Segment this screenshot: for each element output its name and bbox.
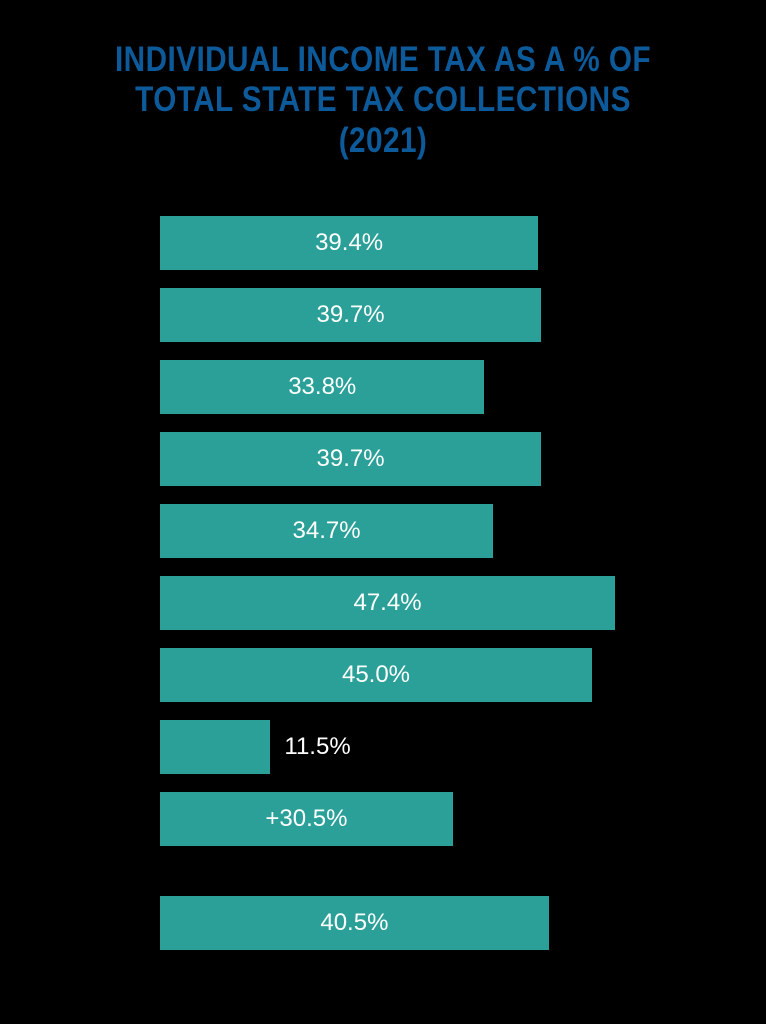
bar-row: 39.7% — [160, 288, 640, 342]
bars-area: 39.4% 39.7% 33.8% 39.7% 34.7% 47.4% 45.0% 11.5%… — [160, 216, 640, 950]
bar: 33.8% — [160, 360, 484, 414]
bar-label: 45.0% — [160, 661, 592, 689]
bar-label: 47.4% — [160, 589, 615, 617]
chart-title: INDIVIDUAL INCOME TAX AS A % OF TOTAL ST… — [108, 40, 657, 161]
bar-row: 39.7% — [160, 432, 640, 486]
bar-row: 45.0% — [160, 648, 640, 702]
bar: 47.4% — [160, 576, 615, 630]
bar-chart: INDIVIDUAL INCOME TAX AS A % OF TOTAL ST… — [60, 40, 706, 968]
bar-label: 39.4% — [160, 229, 538, 257]
bar: 11.5% — [160, 720, 270, 774]
bar-label: +30.5% — [160, 805, 453, 833]
bar-row: 39.4% — [160, 216, 640, 270]
bar: 39.7% — [160, 432, 541, 486]
bar-row: +30.5% — [160, 792, 640, 846]
bar-label: 39.7% — [160, 445, 541, 473]
bar-row: 40.5% — [160, 896, 640, 950]
bar: 45.0% — [160, 648, 592, 702]
bar: 34.7% — [160, 504, 493, 558]
bar: +30.5% — [160, 792, 453, 846]
bar-label: 40.5% — [160, 909, 549, 937]
bar-label: 34.7% — [160, 517, 493, 545]
bar: 39.7% — [160, 288, 541, 342]
bar-row: 11.5% — [160, 720, 640, 774]
bar-label: 11.5% — [284, 733, 350, 761]
bar-label: 39.7% — [160, 301, 541, 329]
bar-row: 47.4% — [160, 576, 640, 630]
bar-label: 33.8% — [160, 373, 484, 401]
bar: 39.4% — [160, 216, 538, 270]
bar-row: 34.7% — [160, 504, 640, 558]
bar-row: 33.8% — [160, 360, 640, 414]
bar: 40.5% — [160, 896, 549, 950]
